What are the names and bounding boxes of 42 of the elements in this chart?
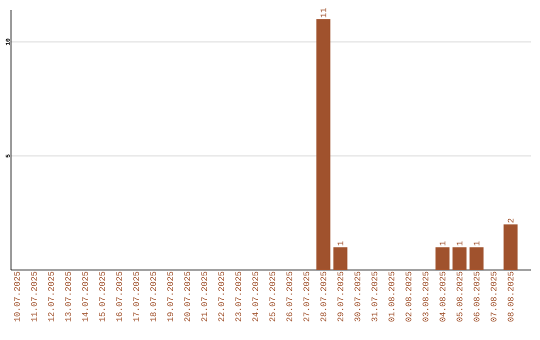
data-label: 1 <box>456 241 462 246</box>
x-tick-label: 08.08.2025 <box>508 272 514 322</box>
bar <box>333 247 348 270</box>
x-tick-label: 24.07.2025 <box>252 272 258 322</box>
x-tick-label: 25.07.2025 <box>269 272 276 322</box>
x-tick-label: 31.07.2025 <box>372 272 378 322</box>
x-tick-label: 18.07.2025 <box>150 272 156 322</box>
bar <box>470 247 484 270</box>
x-tick-label: 03.08.2025 <box>422 272 428 322</box>
x-tick-label: 16.07.2025 <box>116 272 122 322</box>
x-tick-label: 27.07.2025 <box>303 272 310 322</box>
x-tick-label: 10.07.2025 <box>14 272 20 322</box>
bar <box>436 247 450 270</box>
x-tick-label: 29.07.2025 <box>337 272 344 322</box>
bar <box>316 19 330 270</box>
data-label: 11 <box>320 8 326 18</box>
data-label: 2 <box>508 218 514 223</box>
bar <box>504 224 518 270</box>
x-tick-label: 13.07.2025 <box>65 272 71 322</box>
x-tick-label: 05.08.2025 <box>456 272 462 322</box>
x-tick-label: 07.08.2025 <box>490 272 496 322</box>
x-tick-label: 06.08.2025 <box>474 272 480 322</box>
x-tick-label: 04.08.2025 <box>440 272 446 322</box>
x-tick-label: 11.07.2025 <box>31 272 37 322</box>
x-tick-label: 26.07.2025 <box>286 272 292 322</box>
x-tick-label: 30.07.2025 <box>354 272 360 322</box>
x-tick-label: 14.07.2025 <box>82 272 88 322</box>
data-label: 1 <box>474 241 480 246</box>
x-tick-label: 20.07.2025 <box>184 272 190 322</box>
x-tick-label: 02.08.2025 <box>406 272 412 322</box>
x-tick-label: 17.07.2025 <box>133 272 139 322</box>
x-tick-label: 22.07.2025 <box>218 272 224 322</box>
x-tick-label: 15.07.2025 <box>99 272 105 322</box>
x-tick-label: 01.08.2025 <box>388 272 394 322</box>
x-tick-label: 12.07.2025 <box>48 272 54 322</box>
x-tick-label: 19.07.2025 <box>167 272 174 322</box>
data-label: 1 <box>338 241 344 246</box>
x-tick-label: 23.07.2025 <box>235 272 242 322</box>
x-tick-label: 28.07.2025 <box>320 272 326 322</box>
data-label: 1 <box>440 241 446 246</box>
bar <box>452 247 467 270</box>
x-tick-label: 21.07.2025 <box>201 272 208 322</box>
